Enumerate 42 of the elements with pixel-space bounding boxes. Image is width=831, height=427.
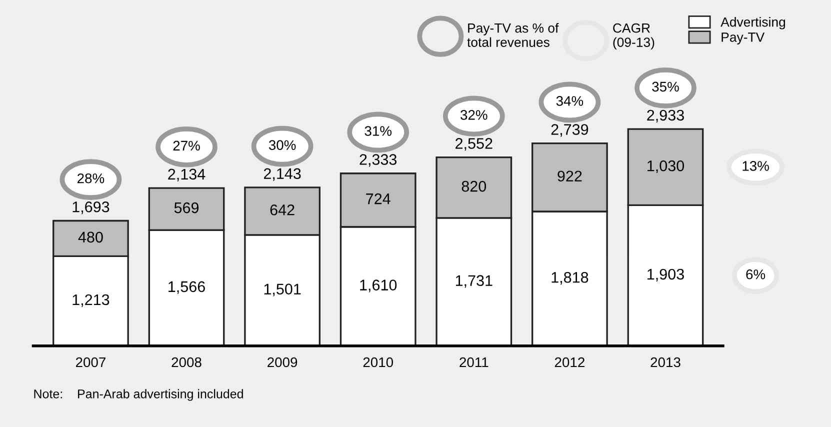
text: Note: Pan-Arab advertising included <box>34 389 243 401</box>
data-label: 724 <box>366 193 390 204</box>
data-label: 1,566 <box>168 281 205 294</box>
x-tick-label: 2013 <box>650 357 680 368</box>
total-label: 2,933 <box>647 110 684 122</box>
x-tick-label: 2012 <box>554 357 584 368</box>
text: Pay-TV as % of total revenues <box>467 23 559 47</box>
text: 35% <box>652 82 679 92</box>
data-label: 1,731 <box>456 275 492 288</box>
total-label: 2,333 <box>360 154 397 167</box>
data-label: 1,610 <box>360 280 397 292</box>
total-label: 2,552 <box>456 138 492 151</box>
text: 13% <box>742 161 769 171</box>
data-label: 1,501 <box>264 284 301 296</box>
x-tick-label: 2011 <box>460 357 488 368</box>
text: CAGR (09-13) <box>613 23 654 50</box>
annotation: 27% <box>173 140 200 151</box>
data-label: 642 <box>270 204 294 216</box>
annotation: 28% <box>78 173 104 184</box>
data-label: 1,030 <box>648 160 684 174</box>
data-label: 1,818 <box>552 272 588 285</box>
data-label: 569 <box>174 202 199 214</box>
total-label: 2,739 <box>551 124 588 137</box>
data-label: 1,213 <box>72 294 110 307</box>
text: 32% <box>460 110 488 120</box>
legend-label: Pay-TV <box>722 32 765 44</box>
legend-label: Advertising <box>720 17 786 30</box>
text: 6% <box>746 269 766 280</box>
data-label: 820 <box>462 180 486 192</box>
x-tick-label: 2009 <box>268 357 298 368</box>
data-label: 922 <box>558 170 582 182</box>
text: 34% <box>556 96 584 106</box>
x-tick-label: 2008 <box>172 357 202 368</box>
annotation: 31% <box>364 126 392 136</box>
x-tick-label: 2007 <box>76 357 106 368</box>
x-tick-label: 2010 <box>363 357 394 368</box>
total-label: 1,693 <box>72 201 110 214</box>
annotation: 30% <box>268 140 296 150</box>
data-label: 1,903 <box>648 268 684 282</box>
total-label: 2,143 <box>264 168 301 181</box>
data-label: 480 <box>78 232 103 243</box>
total-label: 2,134 <box>168 168 206 182</box>
